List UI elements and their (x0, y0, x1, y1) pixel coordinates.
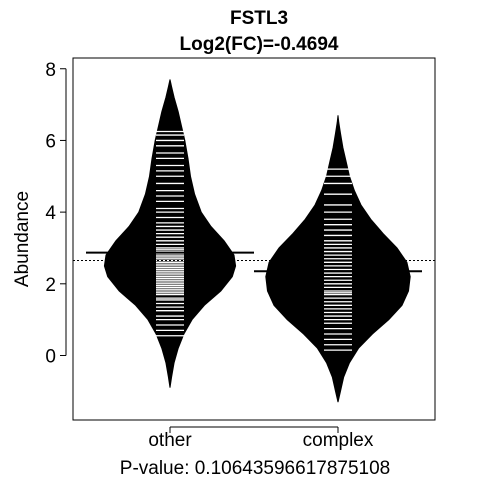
y-tick-label: 6 (45, 131, 56, 152)
y-tick-label: 4 (45, 203, 56, 224)
x-axis-label: P-value: 0.10643596617875108 (120, 458, 390, 479)
plot-frame (72, 57, 436, 421)
chart-title: FSTL3 (230, 8, 288, 29)
y-tick-label: 8 (45, 60, 56, 81)
chart-subtitle: Log2(FC)=-0.4694 (180, 34, 339, 55)
y-tick-label: 2 (45, 275, 56, 296)
x-axis: other complex (148, 426, 374, 451)
y-axis-label: Abundance (12, 191, 33, 287)
x-tick-label-other: other (148, 430, 192, 451)
y-tick-label: 0 (45, 346, 56, 367)
bean-layer (86, 79, 422, 403)
y-axis: 0 2 4 6 8 (45, 60, 67, 367)
x-tick-label-complex: complex (303, 430, 374, 451)
